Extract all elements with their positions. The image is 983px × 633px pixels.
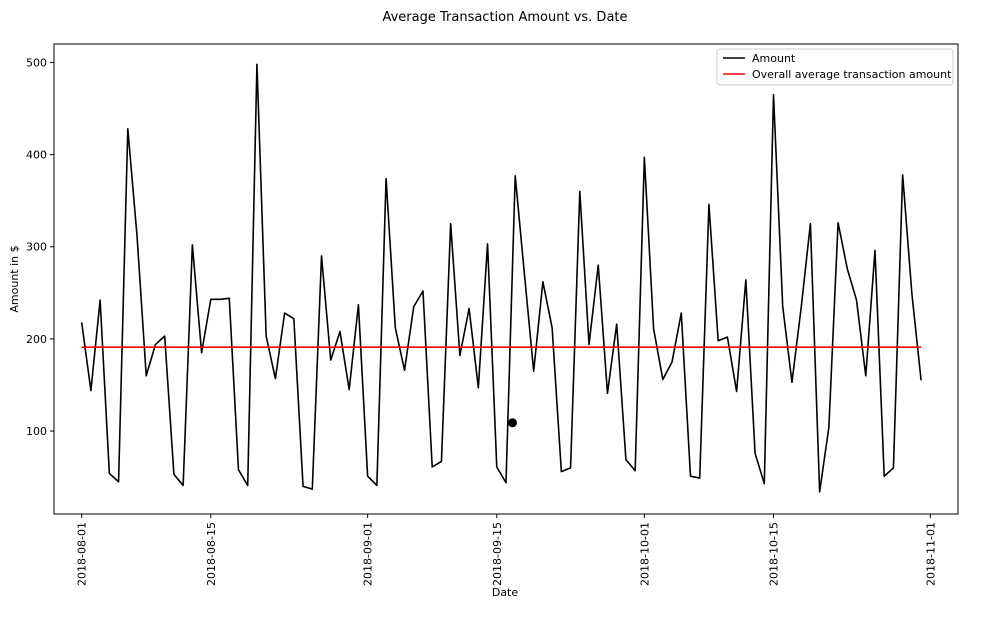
legend-label-amount: Amount <box>752 52 796 65</box>
x-tick-label: 2018-09-15 <box>491 522 504 586</box>
x-tick-label: 2018-10-15 <box>768 522 781 586</box>
y-tick-label: 500 <box>26 56 47 69</box>
highlight-point <box>507 418 517 428</box>
x-tick-label: 2018-09-01 <box>362 522 375 586</box>
y-axis-label: Amount in $ <box>8 245 21 312</box>
y-tick-label: 400 <box>26 149 47 162</box>
legend: Amount Overall average transaction amoun… <box>716 48 954 86</box>
plot-frame <box>53 43 959 515</box>
legend-box <box>716 48 954 86</box>
x-tick-label: 2018-11-01 <box>924 522 937 586</box>
x-tick-label: 2018-08-15 <box>205 522 218 586</box>
amount-line <box>80 63 922 493</box>
y-tick-label: 200 <box>26 333 47 346</box>
y-tick-label: 300 <box>26 241 47 254</box>
x-tick-label: 2018-10-01 <box>638 522 651 586</box>
y-axis: 100 200 300 400 500 <box>26 56 54 438</box>
x-axis: 2018-08-01 2018-08-15 2018-09-01 2018-09-15… <box>76 514 937 586</box>
x-tick-label: 2018-08-01 <box>76 522 89 586</box>
legend-label-average: Overall average transaction amount <box>752 68 952 81</box>
chart-title: Average Transaction Amount vs. Date <box>382 10 627 25</box>
x-axis-label: Date <box>492 586 519 599</box>
y-tick-label: 100 <box>26 425 47 438</box>
plot-lines <box>80 63 922 493</box>
